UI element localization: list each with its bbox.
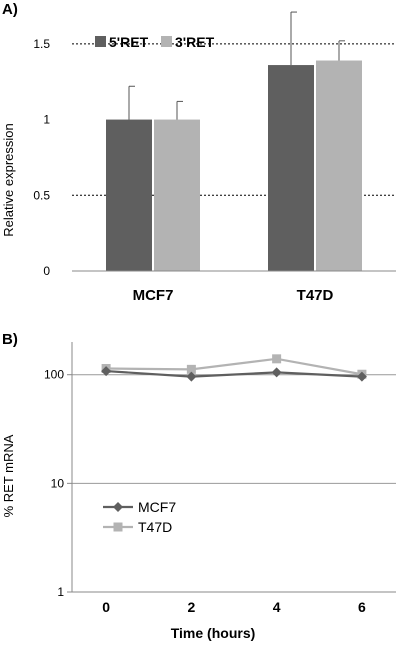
- panel-b-x-tick-label: 6: [358, 599, 366, 615]
- panel-a-label: A): [2, 1, 18, 18]
- panel-b-data-point: [272, 354, 282, 364]
- panel-b-y-tick-label: 10: [51, 476, 65, 490]
- panel-b-y-tick-label: 1: [57, 585, 64, 599]
- panel-b-data-point: [101, 366, 112, 377]
- panel-a-category-label: T47D: [297, 287, 334, 304]
- panel-b-legend-marker: [113, 502, 123, 512]
- panel-a-y-axis-label: Relative expression: [1, 123, 16, 236]
- panel-b-x-tick-label: 4: [273, 599, 281, 615]
- panel-b-y-axis-label: % RET mRNA: [1, 434, 16, 517]
- panel-b-x-tick-label: 2: [187, 599, 195, 615]
- panel-b-label: B): [2, 331, 18, 348]
- panel-b-series-line: [106, 369, 362, 378]
- panel-b-y-tick-label: 100: [44, 368, 64, 382]
- panel-b-legend-label: T47D: [138, 519, 172, 535]
- panel-b-legend-marker: [113, 522, 123, 532]
- panel-b-data-point: [271, 367, 282, 378]
- panel-a-bar-chart: A) Relative expression 0 0.5 1 1.5 MCF7 T47D…: [1, 1, 396, 304]
- panel-a-bar: [316, 60, 362, 272]
- panel-b-legend-label: MCF7: [138, 499, 176, 515]
- panel-a-bar: [106, 119, 152, 271]
- panel-a-y-tick-label: 1: [43, 113, 50, 127]
- panel-a-y-tick-label: 0.5: [33, 188, 50, 202]
- panel-a-category-label: MCF7: [133, 287, 174, 304]
- panel-a-legend-swatch: [161, 36, 172, 47]
- panel-b-series-line: [106, 357, 363, 376]
- panel-b-line-chart: B) % RET mRNA Time (hours) 1 10 100 0 2 4 6 M…: [1, 331, 396, 641]
- panel-b-x-tick-label: 0: [102, 599, 110, 615]
- panel-b-data-point: [356, 371, 367, 382]
- panel-a-legend: 5'RET 3'RET: [95, 34, 215, 50]
- panel-b-data-point: [186, 371, 197, 382]
- panel-a-legend-label: 3'RET: [175, 34, 215, 50]
- panel-b-legend: MCF7 T47D: [103, 499, 176, 535]
- panel-a-bar: [268, 65, 314, 271]
- panel-a-y-tick-label: 1.5: [33, 37, 50, 51]
- panel-b-data-point: [186, 364, 196, 374]
- panel-b-x-axis-label: Time (hours): [171, 625, 256, 641]
- panel-a-legend-label: 5'RET: [109, 34, 149, 50]
- panel-a-legend-swatch: [95, 36, 106, 47]
- panel-a-y-tick-label: 0: [43, 264, 50, 278]
- panel-a-bar: [154, 119, 200, 271]
